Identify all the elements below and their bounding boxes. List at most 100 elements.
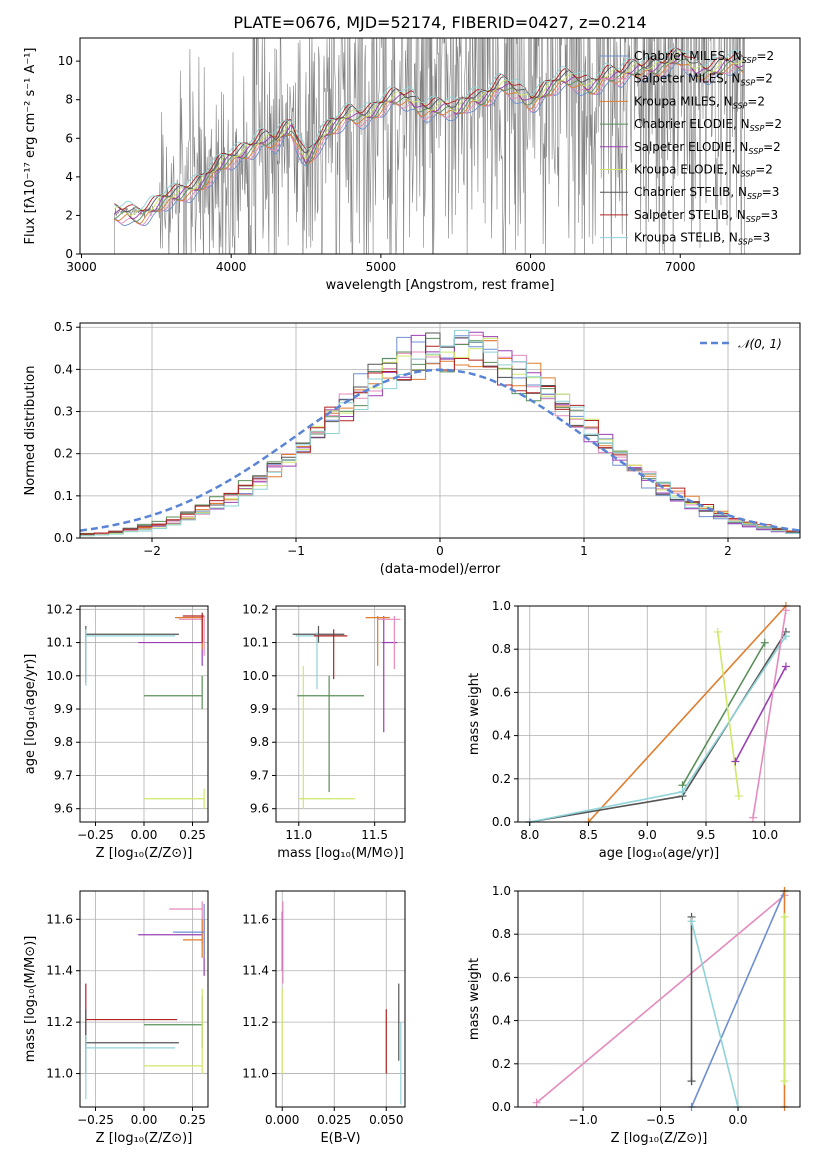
x-tick-label: 0 [436,544,444,558]
y-tick-label: 0.4 [492,729,511,743]
legend-suffix: =2 [764,117,782,131]
mass-weight-line [690,890,786,1108]
x-axis-label: wavelength [Angstrom, rest frame] [326,278,555,293]
x-tick-label: −0.25 [77,828,114,842]
x-tick-label: 5000 [366,260,397,274]
mass-weight-point [713,627,722,636]
y-tick-label: 0.3 [54,405,73,419]
panel-axes-3: −0.25 0.00 0.25 9.6 9.7 9.8 9.9 10.0 10.1 10.2 Z [… [23,602,209,861]
y-tick-label: 11.2 [242,1015,269,1029]
panel-7 [276,891,405,1107]
mass-weight-point [731,757,740,766]
y-tick-label: 0.4 [492,1014,511,1028]
model-spectrum-line [114,47,744,212]
y-tick-label: 1.0 [492,884,511,898]
y-tick-label: 11.0 [242,1067,269,1081]
x-tick-label: 8.0 [520,828,539,842]
panel-axes-8: −1.0 −0.5 0.0 0.0 0.2 0.4 0.6 0.8 1.0 Z [log₁₀(Z/… [467,884,801,1146]
mass-weight-point [781,662,790,671]
y-tick-label: 11.2 [46,1015,73,1029]
legend-suffix: =3 [762,185,780,199]
legend-label: Kroupa ELODIE, NSSP=2 [634,163,773,179]
y-tick-label: 6 [65,131,73,145]
x-tick-label: 1 [580,544,588,558]
legend-subscript: SSP [738,238,753,247]
legend-suffix: =2 [763,140,781,154]
y-axis-label: mass weight [467,958,482,1040]
panel-4 [276,606,405,822]
y-tick-label: 8 [65,93,73,107]
legend-label: Salpeter ELODIE, NSSP=2 [634,140,781,156]
legend-label: Kroupa MILES, NSSP=2 [634,94,765,110]
figure-title: PLATE=0676, MJD=52174, FIBERID=0427, z=0… [233,13,646,32]
mass-weight-line [681,642,766,786]
x-tick-label: 0.050 [369,1113,403,1127]
x-tick-label: −0.25 [77,1113,114,1127]
panel-6 [80,891,208,1107]
y-tick-label: 0.4 [54,362,73,376]
x-axis-label: Z [log₁₀(Z/Z⊙)] [96,846,193,861]
mass-weight-point [749,813,757,822]
x-axis-label: (data-model)/error [380,562,501,577]
x-tick-label: 11.5 [361,828,388,842]
y-tick-label: 11.6 [46,912,73,926]
mass-weight-line [536,894,786,1104]
panel-axes-7: 0.000 0.025 0.050 11.0 11.2 11.4 11.6 E(B-V) [242,890,406,1146]
mass-weight-point [734,792,743,801]
mass-weight-point [760,638,769,647]
mass-weight-point [678,787,687,796]
x-axis-label: Z [log₁₀(Z/Z⊙)] [96,1131,193,1146]
x-tick-label: −1 [287,544,305,558]
y-tick-label: 10.0 [242,669,269,683]
mass-weight-point [781,606,790,615]
legend-label: Chabrier MILES, NSSP=2 [634,49,774,65]
panel-axes-4: 11.0 11.5 9.6 9.7 9.8 9.9 10.0 10.1 10.2 mass [lo… [242,602,406,861]
x-tick-label: 6000 [515,260,546,274]
y-tick-label: 9.9 [54,702,73,716]
x-axis-label: age [log₁₀(age/yr)] [599,846,720,861]
y-tick-label: 2 [65,208,73,222]
residual-histogram [80,329,800,537]
mass-weight-point [780,1077,789,1086]
y-tick-label: 4 [65,170,73,184]
mass-weight-line [716,631,740,797]
y-tick-label: 0.0 [54,531,73,545]
legend-suffix: =2 [755,163,773,177]
y-tick-label: 1.0 [492,599,511,613]
x-axis-label: Z [log₁₀(Z/Z⊙)] [611,1131,708,1146]
y-tick-label: 11.6 [242,912,269,926]
legend-subscript: SSP [746,215,761,224]
y-tick-label: 0.6 [492,685,511,699]
legend-subscript: SSP [747,192,762,201]
x-tick-label: 10.0 [751,828,778,842]
x-tick-label: −0.5 [646,1113,675,1127]
mass-weight-line [529,631,787,823]
y-tick-label: 11.0 [46,1067,73,1081]
x-tick-label: −1.0 [569,1113,598,1127]
panel-axes-5: 8.0 8.5 9.0 9.5 10.0 0.0 0.2 0.4 0.6 0.8 1.0 age [l… [467,599,801,861]
x-tick-label: 8.5 [579,828,598,842]
panel-axes-1: 3000 4000 5000 6000 7000 0 2 4 6 8 10 wavelength [A… [23,37,801,293]
x-tick-label: 9.0 [638,828,657,842]
x-tick-label: 4000 [216,260,247,274]
y-tick-label: 9.8 [54,735,73,749]
legend-suffix: =2 [747,94,765,108]
y-tick-label: 9.7 [54,768,73,782]
panel-1 [114,38,745,254]
y-tick-label: 0.2 [492,1057,511,1071]
y-tick-label: 0.5 [54,320,73,334]
x-tick-label: 0.000 [265,1113,299,1127]
legend-subscript: SSP [748,147,763,156]
mass-weight-line [587,605,787,823]
y-tick-label: 9.8 [250,735,269,749]
x-tick-label: 7000 [665,260,696,274]
y-tick-label: 0.1 [54,489,73,503]
y-tick-label: 9.6 [250,802,269,816]
x-axis-label: E(B-V) [320,1131,360,1146]
mass-weight-point [781,632,790,641]
legend-label: 𝒩(0, 1) [738,337,782,351]
panel-2 [79,323,801,539]
y-tick-label: 9.9 [250,702,269,716]
axes-frame [517,605,801,823]
